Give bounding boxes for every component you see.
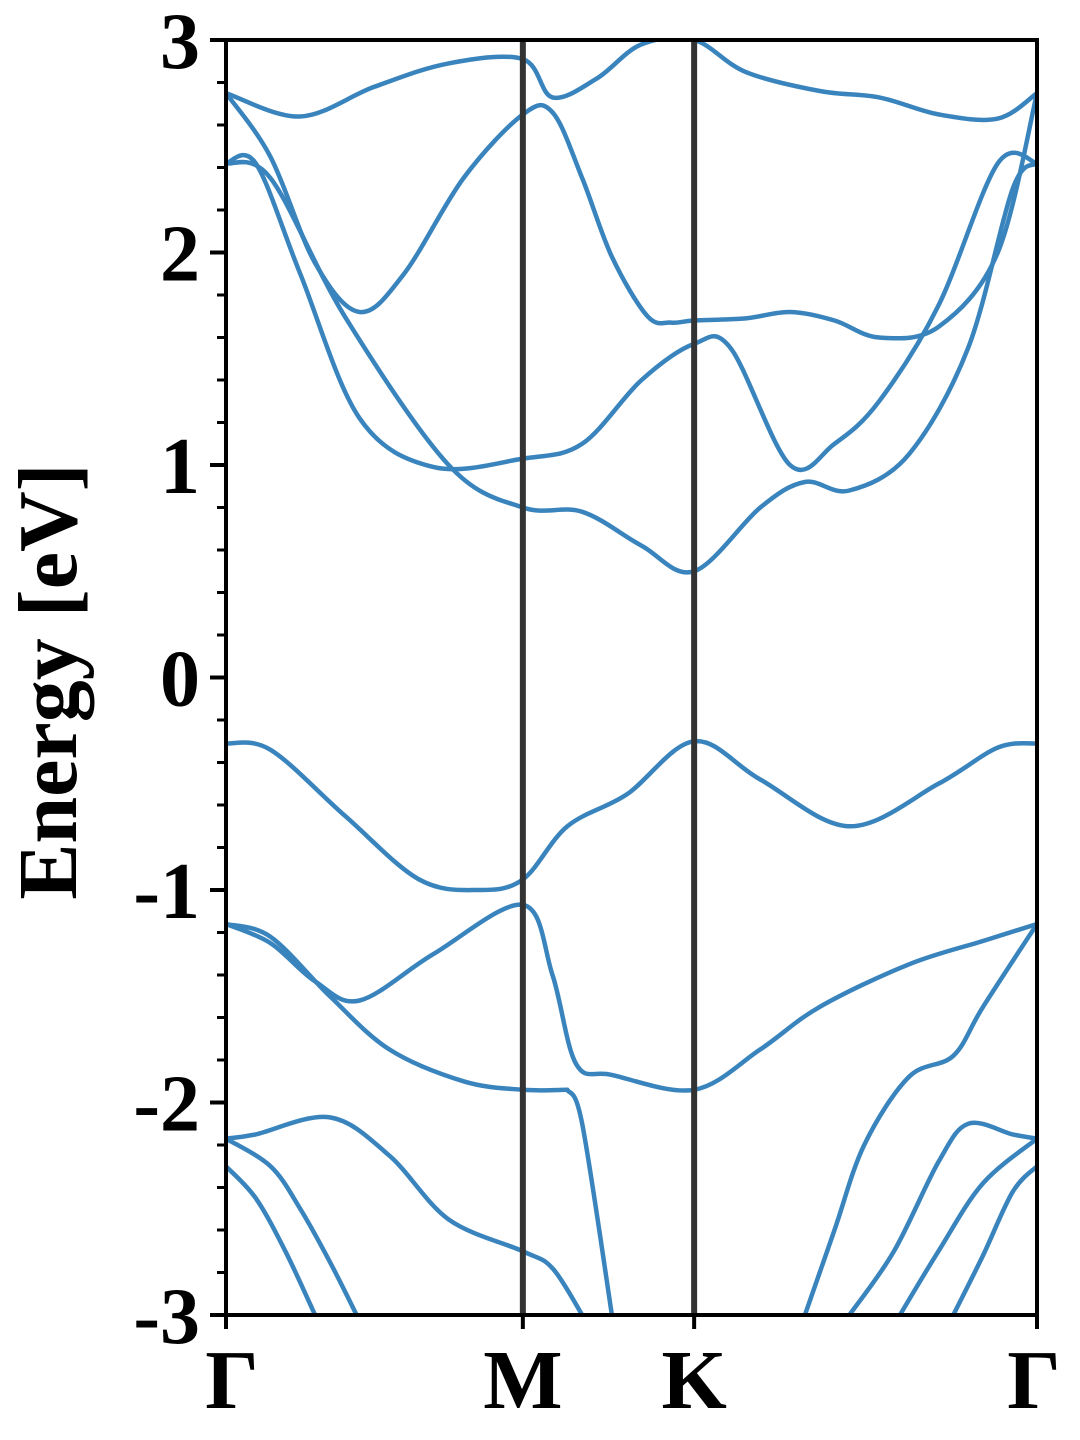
- y-axis-ticks: [210, 38, 1039, 1329]
- y-tick-label: 1: [160, 423, 200, 511]
- band-line-12: [802, 921, 1037, 1315]
- band-lines: [226, 40, 1037, 1315]
- x-tick-label: Γ: [205, 1334, 258, 1427]
- band-line-3: [226, 150, 1037, 473]
- plot-frame: [224, 38, 1039, 1317]
- band-line-4: [226, 159, 1037, 575]
- band-line-5: [226, 739, 1037, 893]
- y-tick-label: -2: [133, 1061, 200, 1149]
- band-line-15: [951, 1164, 1037, 1315]
- band-line-14: [897, 1136, 1037, 1315]
- y-tick-label: -3: [133, 1273, 200, 1361]
- y-tick-label: -1: [133, 848, 200, 936]
- y-axis-label: Energy [eV]: [2, 463, 95, 899]
- x-tick-label: M: [483, 1334, 562, 1427]
- y-tick-label: 0: [160, 636, 200, 724]
- band-line-13: [847, 1120, 1037, 1315]
- band-line-6: [226, 902, 1037, 1093]
- x-tick-label: Γ: [1007, 1334, 1060, 1427]
- band-line-1: [226, 40, 1037, 123]
- band-line-11: [226, 1164, 318, 1315]
- band-line-2: [226, 90, 1037, 341]
- band-line-8: [565, 1087, 615, 1315]
- y-axis-tick-labels: 3 2 1 0 -1 -2 -3: [133, 0, 200, 1361]
- y-tick-label: 3: [160, 0, 200, 86]
- high-symmetry-dividers: [519, 40, 698, 1315]
- x-tick-label: K: [661, 1334, 726, 1427]
- band-line-9: [226, 1114, 585, 1315]
- band-line-10: [226, 1136, 359, 1315]
- y-tick-label: 2: [160, 211, 200, 299]
